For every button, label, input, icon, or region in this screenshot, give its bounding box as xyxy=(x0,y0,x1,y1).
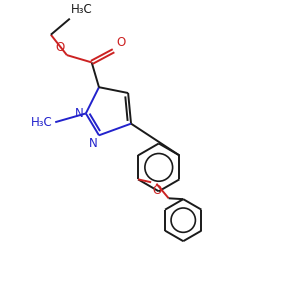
Text: N: N xyxy=(89,137,98,150)
Text: O: O xyxy=(116,36,125,49)
Text: H₃C: H₃C xyxy=(71,3,93,16)
Text: H₃C: H₃C xyxy=(31,116,53,129)
Text: O: O xyxy=(55,41,64,54)
Text: O: O xyxy=(153,184,162,197)
Text: N: N xyxy=(75,107,83,120)
